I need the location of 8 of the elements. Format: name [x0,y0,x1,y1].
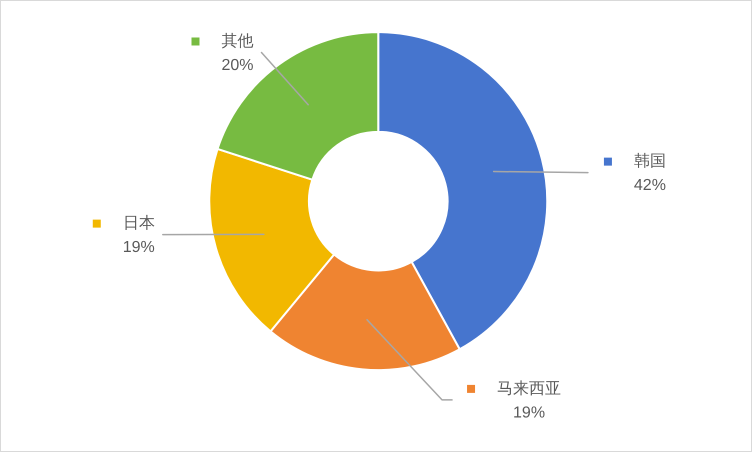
legend-label: 马来西亚 [497,379,562,398]
data-label: 20% [221,56,254,74]
legend-label: 韩国 [634,152,666,170]
data-label: 19% [513,404,546,422]
legend-label: 其他 [221,32,254,50]
legend-label: 日本 [122,214,155,232]
data-label: 42% [634,177,666,194]
data-label: 19% [122,239,155,256]
